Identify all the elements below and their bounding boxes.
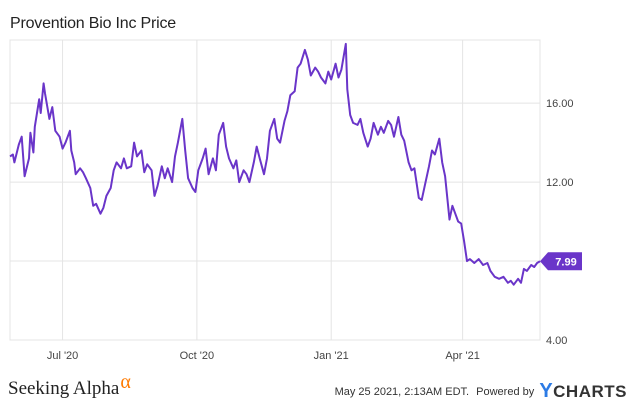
x-tick-label: Oct '20 xyxy=(180,350,215,362)
grid-lines xyxy=(9,39,541,341)
ycharts-y-icon: Y xyxy=(539,380,554,402)
footer-attribution: May 25 2021, 2:13AM EDT. Powered by YCHA… xyxy=(335,380,627,403)
x-tick-label: Apr '21 xyxy=(445,350,480,362)
x-tick-label: Jul '20 xyxy=(47,350,78,362)
last-price-badge: 7.99 xyxy=(540,252,582,271)
y-tick-label: 12.00 xyxy=(546,177,574,189)
last-price-marker xyxy=(540,252,582,271)
y-tick-label: 4.00 xyxy=(546,335,567,347)
ycharts-logo[interactable]: YCHARTS xyxy=(539,380,627,402)
x-tick-label: Jan '21 xyxy=(314,350,349,362)
y-tick-label: 16.00 xyxy=(546,98,574,110)
timestamp: May 25 2021, 2:13AM EDT. xyxy=(334,386,470,398)
last-price-label: 7.99 xyxy=(555,256,576,268)
price-series xyxy=(9,42,541,286)
price-line xyxy=(9,42,541,286)
ycharts-logo-text: CHARTS xyxy=(553,382,627,401)
plot-frame xyxy=(9,39,541,341)
alpha-icon: α xyxy=(120,371,131,393)
chart-title: Provention Bio Inc Price xyxy=(10,15,176,32)
x-axis: Jul '20 Oct '20 Jan '21 Apr '21 xyxy=(47,350,480,362)
powered-by-label: Powered by xyxy=(476,386,535,398)
brand-name: Seeking Alpha xyxy=(8,378,120,399)
seeking-alpha-logo[interactable]: Seeking Alphaα xyxy=(8,371,131,400)
